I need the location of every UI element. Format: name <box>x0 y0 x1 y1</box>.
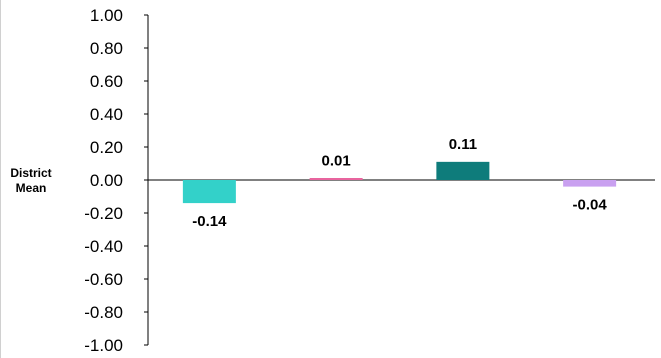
bar-data-label: 0.01 <box>322 152 351 169</box>
y-axis-label-line: Mean <box>16 181 47 195</box>
y-tick-label: 0.00 <box>90 171 123 190</box>
y-tick-label: 0.40 <box>90 105 123 124</box>
y-tick-label: 0.80 <box>90 39 123 58</box>
y-tick-label: -0.40 <box>84 237 123 256</box>
bar <box>436 161 490 180</box>
bars-group <box>182 161 617 204</box>
y-tick-label: -0.60 <box>84 270 123 289</box>
bar <box>563 180 617 187</box>
y-axis-ticks: 1.00 0.80 0.60 0.40 0.20 0.00 -0.20 -0.40 -0.60 -… <box>84 6 148 355</box>
y-tick-label: 1.00 <box>90 6 123 25</box>
bar <box>309 178 363 180</box>
y-axis-label-line: District <box>10 166 51 180</box>
y-tick-label: -1.00 <box>84 336 123 355</box>
y-tick-label: -0.80 <box>84 303 123 322</box>
left-edge-rule <box>0 0 1 358</box>
y-tick-label: -0.20 <box>84 204 123 223</box>
data-labels-group: -0.14 0.01 0.11 -0.04 <box>192 136 607 230</box>
bar <box>182 180 236 204</box>
y-tick-label: 0.20 <box>90 138 123 157</box>
y-tick-label: 0.60 <box>90 72 123 91</box>
bar-data-label: -0.14 <box>192 213 227 230</box>
bar-data-label: -0.04 <box>573 197 608 214</box>
bar-data-label: 0.11 <box>449 136 477 153</box>
